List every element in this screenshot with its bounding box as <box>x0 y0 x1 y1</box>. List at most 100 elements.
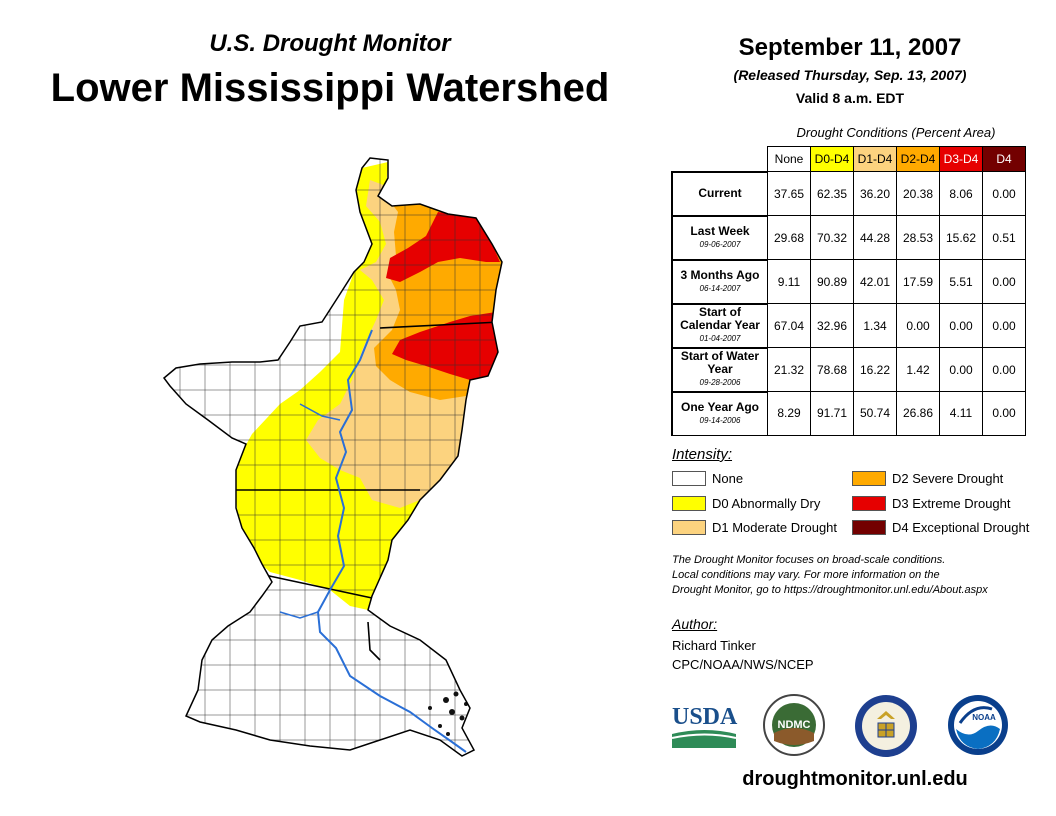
row-date: 09-14-2006 <box>699 415 741 425</box>
table-cell: 17.59 <box>896 259 940 304</box>
table-cell: 0.51 <box>982 215 1026 260</box>
row-date: 09-06-2007 <box>699 239 741 249</box>
usda-logo-text: USDA <box>672 704 738 730</box>
table-cell: 0.00 <box>896 303 940 348</box>
author-label: Author: <box>672 616 718 632</box>
table-cell: 78.68 <box>810 347 854 392</box>
row-label: Current <box>671 170 768 216</box>
row-label: 3 Months Ago 06-14-2007 <box>671 258 768 304</box>
legend-swatch <box>672 520 706 535</box>
table-cell: 5.51 <box>939 259 983 304</box>
drought-stats-table: None D0-D4 D1-D4 D2-D4 D3-D4 D4 Current … <box>671 146 1026 436</box>
legend-label: D3 Extreme Drought <box>892 496 1011 511</box>
row-date: 09-28-2006 <box>699 378 741 387</box>
table-cell: 0.00 <box>982 347 1026 392</box>
state-lines <box>236 321 501 661</box>
ndmc-logo: NDMC <box>763 694 825 756</box>
table-header-row: None D0-D4 D1-D4 D2-D4 D3-D4 D4 <box>672 146 1026 172</box>
release-date: (Released Thursday, Sep. 13, 2007) <box>733 67 967 83</box>
table-cell: 70.32 <box>810 215 854 260</box>
column-header: D2-D4 <box>896 146 940 172</box>
legend-title: Intensity: <box>672 446 733 463</box>
table-cell: 8.06 <box>939 171 983 216</box>
row-label: One Year Ago 09-14-2006 <box>671 390 768 436</box>
table-cell: 0.00 <box>982 171 1026 216</box>
table-row: One Year Ago 09-14-2006 8.29 91.71 50.74 … <box>671 390 1026 436</box>
row-date: 01-04-2007 <box>699 334 741 343</box>
table-cell: 44.28 <box>853 215 897 260</box>
table-row: Start of Calendar Year 01-04-2007 67.04 3… <box>671 302 1026 348</box>
table-cell: 1.42 <box>896 347 940 392</box>
table-cell: 9.11 <box>767 259 811 304</box>
column-header: D0-D4 <box>810 146 854 172</box>
table-cell: 50.74 <box>853 391 897 436</box>
legend-item-d0: D0 Abnormally Dry <box>672 496 820 511</box>
legend-item-d3: D3 Extreme Drought <box>852 496 1011 511</box>
table-cell: 32.96 <box>810 303 854 348</box>
legend-label: D2 Severe Drought <box>892 471 1004 486</box>
table-corner <box>672 147 768 172</box>
table-row: 3 Months Ago 06-14-2007 9.11 90.89 42.01 … <box>671 258 1026 304</box>
map-subtitle: U.S. Drought Monitor <box>209 30 451 57</box>
table-cell: 8.29 <box>767 391 811 436</box>
legend-item-d4: D4 Exceptional Drought <box>852 520 1029 535</box>
note-line: Drought Monitor, go to https://droughtmo… <box>672 584 988 596</box>
column-header: None <box>767 146 811 172</box>
noaa-logo-text: NOAA <box>972 713 996 722</box>
website-url[interactable]: droughtmonitor.unl.edu <box>742 768 968 790</box>
table-row: Start of Water Year 09-28-2006 21.32 78.6… <box>671 346 1026 392</box>
legend-item-none: None <box>672 471 743 486</box>
legend-swatch <box>852 520 886 535</box>
table-cell: 16.22 <box>853 347 897 392</box>
commerce-seal-logo <box>855 695 917 757</box>
legend-label: None <box>712 471 744 486</box>
d3-area-north <box>386 212 500 282</box>
map-date: September 11, 2007 <box>738 34 962 61</box>
legend-item-d2: D2 Severe Drought <box>852 471 1003 486</box>
table-cell: 21.32 <box>767 347 811 392</box>
author-name: Richard Tinker <box>672 638 756 653</box>
ndmc-logo-text: NDMC <box>778 719 811 731</box>
table-row: Last Week 09-06-2007 29.68 70.32 44.28 28… <box>671 214 1026 260</box>
column-header: D4 <box>982 146 1026 172</box>
row-date: 06-14-2007 <box>699 283 741 293</box>
table-cell: 0.00 <box>939 347 983 392</box>
disclaimer-note: The Drought Monitor focuses on broad-sca… <box>672 553 1052 598</box>
table-cell: 28.53 <box>896 215 940 260</box>
table-cell: 36.20 <box>853 171 897 216</box>
table-cell: 29.68 <box>767 215 811 260</box>
table-cell: 0.00 <box>982 259 1026 304</box>
note-line: Local conditions may vary. For more info… <box>672 569 940 581</box>
usda-landscape <box>672 730 736 748</box>
table-cell: 0.00 <box>982 391 1026 436</box>
legend-label: D0 Abnormally Dry <box>712 496 821 511</box>
table-cell: 91.71 <box>810 391 854 436</box>
legend-swatch <box>852 496 886 511</box>
table-cell: 62.35 <box>810 171 854 216</box>
table-cell: 0.00 <box>982 303 1026 348</box>
table-caption: Drought Conditions (Percent Area) <box>796 125 996 140</box>
row-label: Start of Water Year 09-28-2006 <box>671 346 768 392</box>
table-cell: 42.01 <box>853 259 897 304</box>
author-org: CPC/NOAA/NWS/NCEP <box>672 657 814 672</box>
legend-swatch <box>672 496 706 511</box>
table-cell: 37.65 <box>767 171 811 216</box>
table-cell: 20.38 <box>896 171 940 216</box>
usda-logo: USDA <box>671 704 738 748</box>
tributary-river <box>299 403 341 421</box>
table-cell: 67.04 <box>767 303 811 348</box>
table-cell: 26.86 <box>896 391 940 436</box>
mississippi-river <box>316 329 467 753</box>
column-header: D1-D4 <box>853 146 897 172</box>
noaa-logo: NOAA <box>948 695 1008 755</box>
table-cell: 4.11 <box>939 391 983 436</box>
table-row: Current 37.65 62.35 36.20 20.38 8.06 0.0… <box>671 170 1026 216</box>
table-cell: 90.89 <box>810 259 854 304</box>
d3-area-south <box>392 312 498 380</box>
legend-swatch <box>672 471 706 486</box>
legend-item-d1: D1 Moderate Drought <box>672 520 837 535</box>
table-cell: 1.34 <box>853 303 897 348</box>
legend-label: D4 Exceptional Drought <box>892 520 1030 535</box>
valid-time: Valid 8 a.m. EDT <box>795 90 905 106</box>
note-line: The Drought Monitor focuses on broad-sca… <box>672 554 946 566</box>
